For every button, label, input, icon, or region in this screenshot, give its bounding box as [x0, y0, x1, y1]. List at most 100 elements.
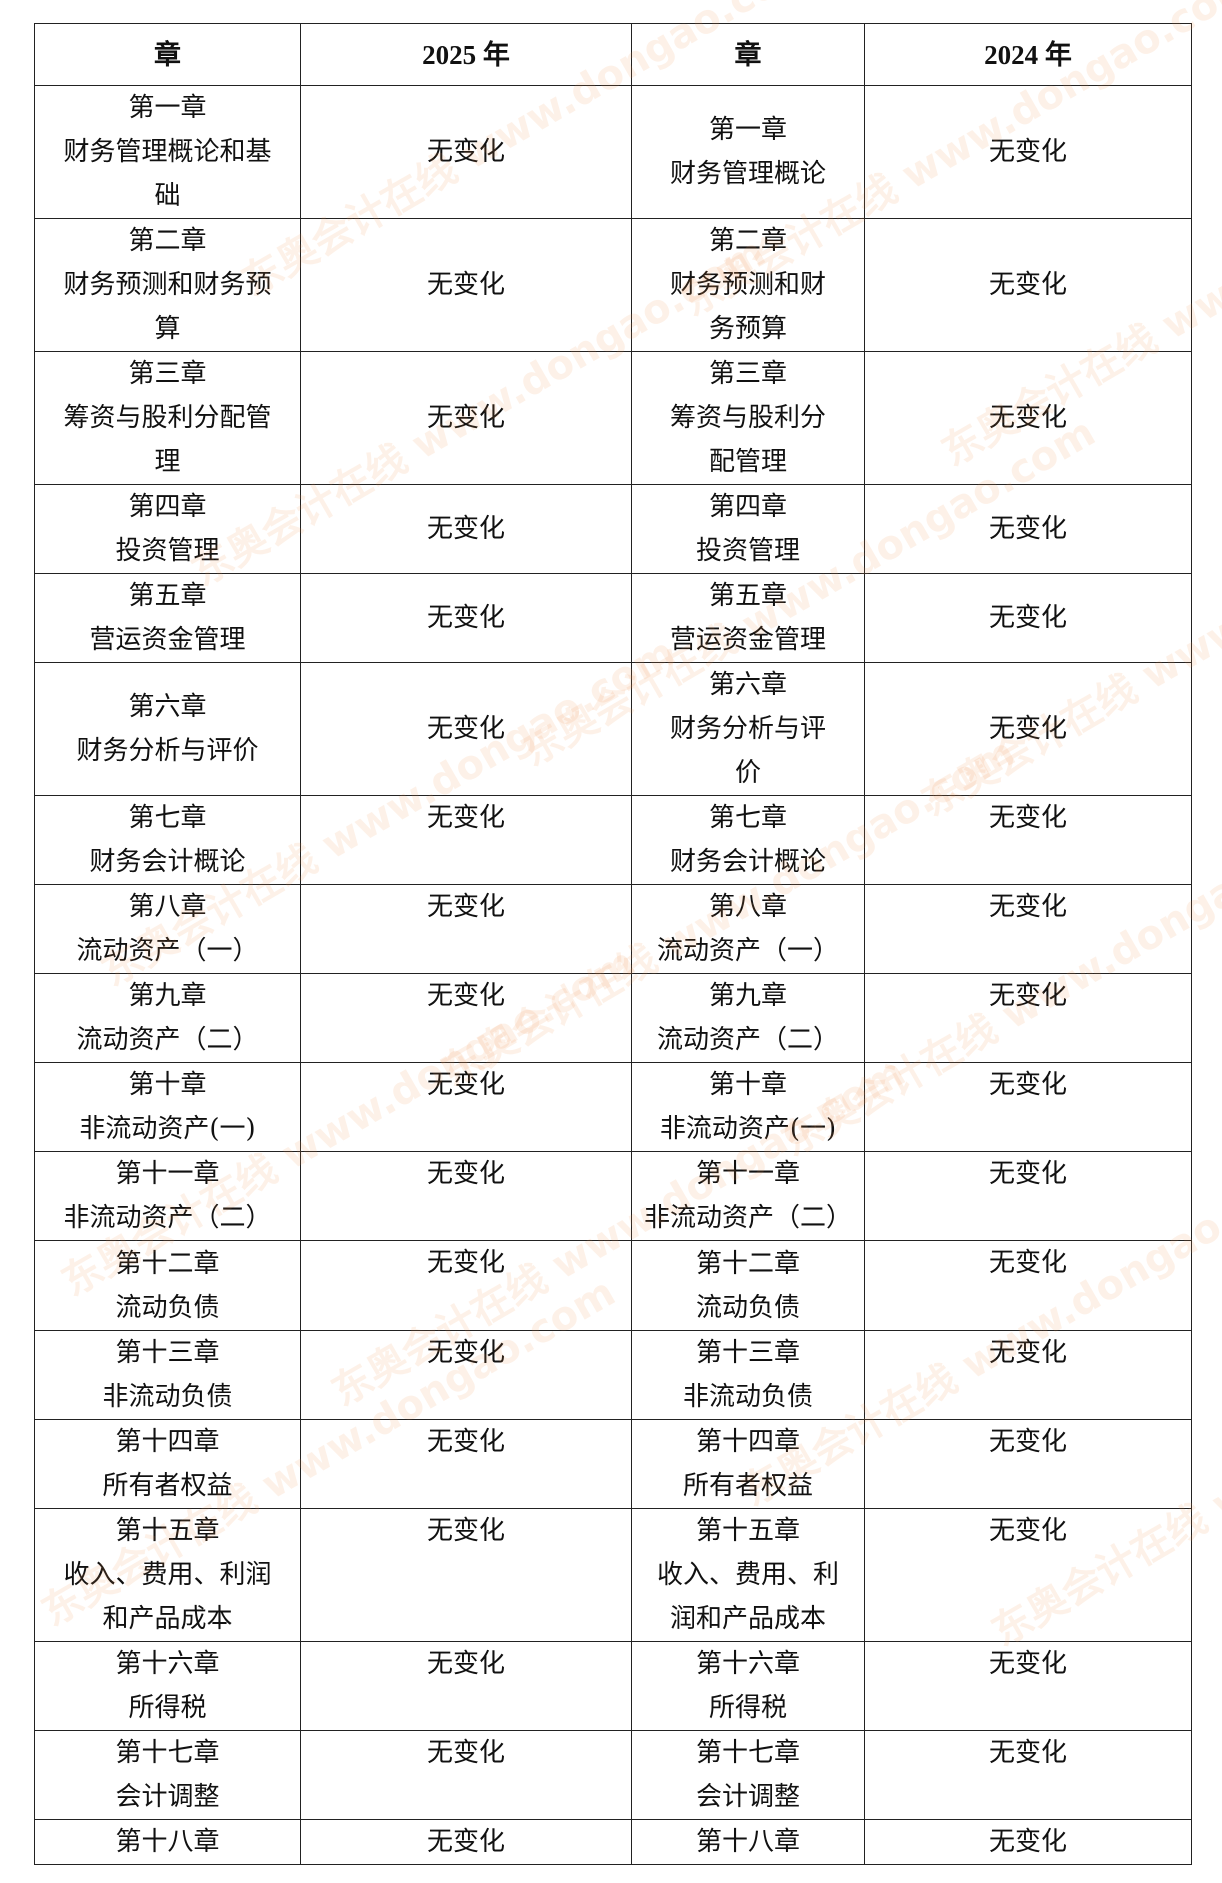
chapter-title-line: 财务预测和财	[669, 270, 826, 300]
chapter-title-line: 第八章	[708, 892, 787, 922]
header-row: 章 2025 年 章 2024 年	[34, 23, 1192, 86]
chapter-2025-cell: 第三章筹资与股利分配管理	[34, 351, 301, 485]
chapter-title-line: 第一章	[708, 115, 787, 145]
chapter-title-line: 第五章	[128, 581, 207, 611]
chapter-title-line: 第十七章	[695, 1738, 800, 1768]
change-2025-cell: 无变化	[300, 1062, 632, 1152]
chapter-2024-cell: 第五章 营运资金管理	[631, 573, 865, 663]
chapter-title-line: 第六章	[708, 670, 787, 700]
chapter-title-line: 非流动资产（二）	[63, 1203, 272, 1233]
chapter-title-line: 流动资产（二）	[656, 1025, 839, 1055]
change-2024-cell: 无变化	[864, 1062, 1192, 1152]
chapter-title-line: 流动资产（二）	[76, 1025, 259, 1055]
chapter-2024-cell: 第十六章 所得税	[631, 1641, 865, 1731]
chapter-title-line: 务预算	[708, 314, 787, 344]
table-row: 第十四章 所有者权益 无变化 第十四章 所有者权益 无变化	[34, 1419, 1192, 1509]
chapter-2025-cell: 第二章 财务预测和财务预算	[34, 218, 301, 352]
chapter-title-line: 第十四章	[115, 1427, 220, 1457]
chapter-title-line: 第十八章	[695, 1827, 800, 1857]
change-2024-cell: 无变化	[864, 973, 1192, 1063]
chapter-title-line: 第九章	[128, 981, 207, 1011]
change-2024-cell: 无变化	[864, 884, 1192, 974]
chapter-title-line: 财务预测和财务预	[63, 270, 272, 300]
chapter-2025-cell: 第五章 营运资金管理	[34, 573, 301, 663]
chapter-title-line: 第一章	[128, 93, 207, 123]
change-2024-cell: 无变化	[864, 1508, 1192, 1642]
change-2024-cell: 无变化	[864, 662, 1192, 796]
table-row: 第三章 筹资与股利分配管理无变化 第三章 筹资与股利分 配管理 无变化	[34, 351, 1192, 485]
chapter-2025-cell: 第十五章 收入、费用、利润 和产品成本	[34, 1508, 301, 1642]
chapter-2024-cell: 第八章流动资产（一）	[631, 884, 865, 974]
chapter-title-line: 财务管理概论	[669, 159, 826, 189]
chapter-2024-cell: 第六章财务分析与评价	[631, 662, 865, 796]
change-2024-cell: 无变化	[864, 1419, 1192, 1509]
chapter-2024-cell: 第七章 财务会计概论	[631, 795, 865, 885]
chapter-title-line: 第二章	[128, 226, 207, 256]
chapter-2024-cell: 第十一章 非流动资产（二）	[631, 1151, 865, 1241]
change-2024-cell: 无变化	[864, 1151, 1192, 1241]
chapter-title-line: 第四章	[708, 492, 787, 522]
chapter-2024-cell: 第二章 财务预测和财 务预算	[631, 218, 865, 352]
table-row: 第七章 财务会计概论 无变化 第七章 财务会计概论 无变化	[34, 795, 1192, 885]
chapter-2025-cell: 第十三章 非流动负债	[34, 1330, 301, 1420]
chapter-title-line: 第三章	[708, 359, 787, 389]
chapter-2025-cell: 第十二章 流动负债	[34, 1240, 301, 1331]
chapter-title-line: 第十一章	[695, 1159, 800, 1189]
chapter-title-line: 价	[734, 758, 761, 788]
chapter-2025-cell: 第七章 财务会计概论	[34, 795, 301, 885]
chapter-title-line: 营运资金管理	[89, 625, 246, 655]
change-2025-cell: 无变化	[300, 1641, 632, 1731]
chapter-title-line: 第三章	[128, 359, 207, 389]
chapter-2025-cell: 第九章流动资产（二）	[34, 973, 301, 1063]
change-2024-cell: 无变化	[864, 351, 1192, 485]
chapter-title-line: 会计调整	[695, 1782, 800, 1812]
table-row: 第十六章 所得税 无变化 第十六章 所得税 无变化	[34, 1641, 1192, 1731]
chapter-title-line: 投资管理	[115, 536, 220, 566]
chapter-title-line: 润和产品成本	[669, 1604, 826, 1634]
change-2025-cell: 无变化	[300, 884, 632, 974]
chapter-title-line: 筹资与股利分	[669, 403, 826, 433]
chapter-2024-cell: 第四章 投资管理	[631, 484, 865, 574]
chapter-title-line: 财务管理概论和基	[63, 137, 272, 167]
change-2025-cell: 无变化	[300, 1330, 632, 1420]
chapter-title-line: 第七章	[708, 803, 787, 833]
chapter-2025-cell: 第十一章 非流动资产（二）	[34, 1151, 301, 1241]
change-2024-cell: 无变化	[864, 85, 1192, 219]
table-row: 第九章 流动资产（二） 无变化 第九章 流动资产（二） 无变化	[34, 973, 1192, 1063]
chapter-title-line: 非流动负债	[682, 1382, 813, 1412]
chapter-title-line: 第十五章	[695, 1516, 800, 1546]
chapter-title-line: 流动资产（一）	[76, 936, 259, 966]
chapter-title-line: 第十章	[128, 1070, 207, 1100]
header-chapter-2024: 章	[631, 23, 865, 86]
chapter-title-line: 流动资产（一）	[656, 936, 839, 966]
table-row: 第八章 流动资产（一） 无变化 第八章 流动资产（一） 无变化	[34, 884, 1192, 974]
change-2025-cell: 无变化	[300, 1508, 632, 1642]
chapter-title-line: 收入、费用、利润	[63, 1560, 272, 1590]
table-row: 第一章 财务管理概论和基础无变化 第一章 财务管理概论 无变化	[34, 85, 1192, 219]
chapter-title-line: 第十三章	[115, 1338, 220, 1368]
chapter-2025-cell: 第十七章 会计调整	[34, 1730, 301, 1820]
change-2024-cell: 无变化	[864, 1240, 1192, 1331]
chapter-title-line: 筹资与股利分配管	[63, 403, 272, 433]
chapter-title-line: 财务分析与评	[669, 714, 826, 744]
chapter-title-line: 第十七章	[115, 1738, 220, 1768]
chapter-2024-cell: 第一章 财务管理概论	[631, 85, 865, 219]
chapter-title-line: 第十八章	[115, 1827, 220, 1857]
chapter-title-line: 所得税	[128, 1693, 207, 1723]
chapter-title-line: 第十二章	[695, 1248, 800, 1279]
change-2025-cell: 无变化	[300, 351, 632, 485]
table-row: 第十八章 无变化 第十八章 无变化	[34, 1819, 1192, 1865]
chapter-2024-cell: 第十四章 所有者权益	[631, 1419, 865, 1509]
chapter-title-line: 非流动资产(一)	[659, 1114, 837, 1144]
chapter-2024-cell: 第三章 筹资与股利分 配管理	[631, 351, 865, 485]
change-2025-cell: 无变化	[300, 1730, 632, 1820]
chapter-2025-cell: 第十章 非流动资产(一)	[34, 1062, 301, 1152]
chapter-title-line: 所有者权益	[102, 1471, 233, 1501]
chapter-title-line: 和产品成本	[102, 1604, 233, 1634]
chapter-title-line: 理	[154, 447, 181, 477]
table-row: 第十章 非流动资产(一) 无变化 第十章 非流动资产(一) 无变化	[34, 1062, 1192, 1152]
chapter-title-line: 第六章	[128, 692, 207, 722]
chapter-2025-cell: 第十八章	[34, 1819, 301, 1865]
change-2025-cell: 无变化	[300, 1419, 632, 1509]
chapter-2025-cell: 第十六章 所得税	[34, 1641, 301, 1731]
